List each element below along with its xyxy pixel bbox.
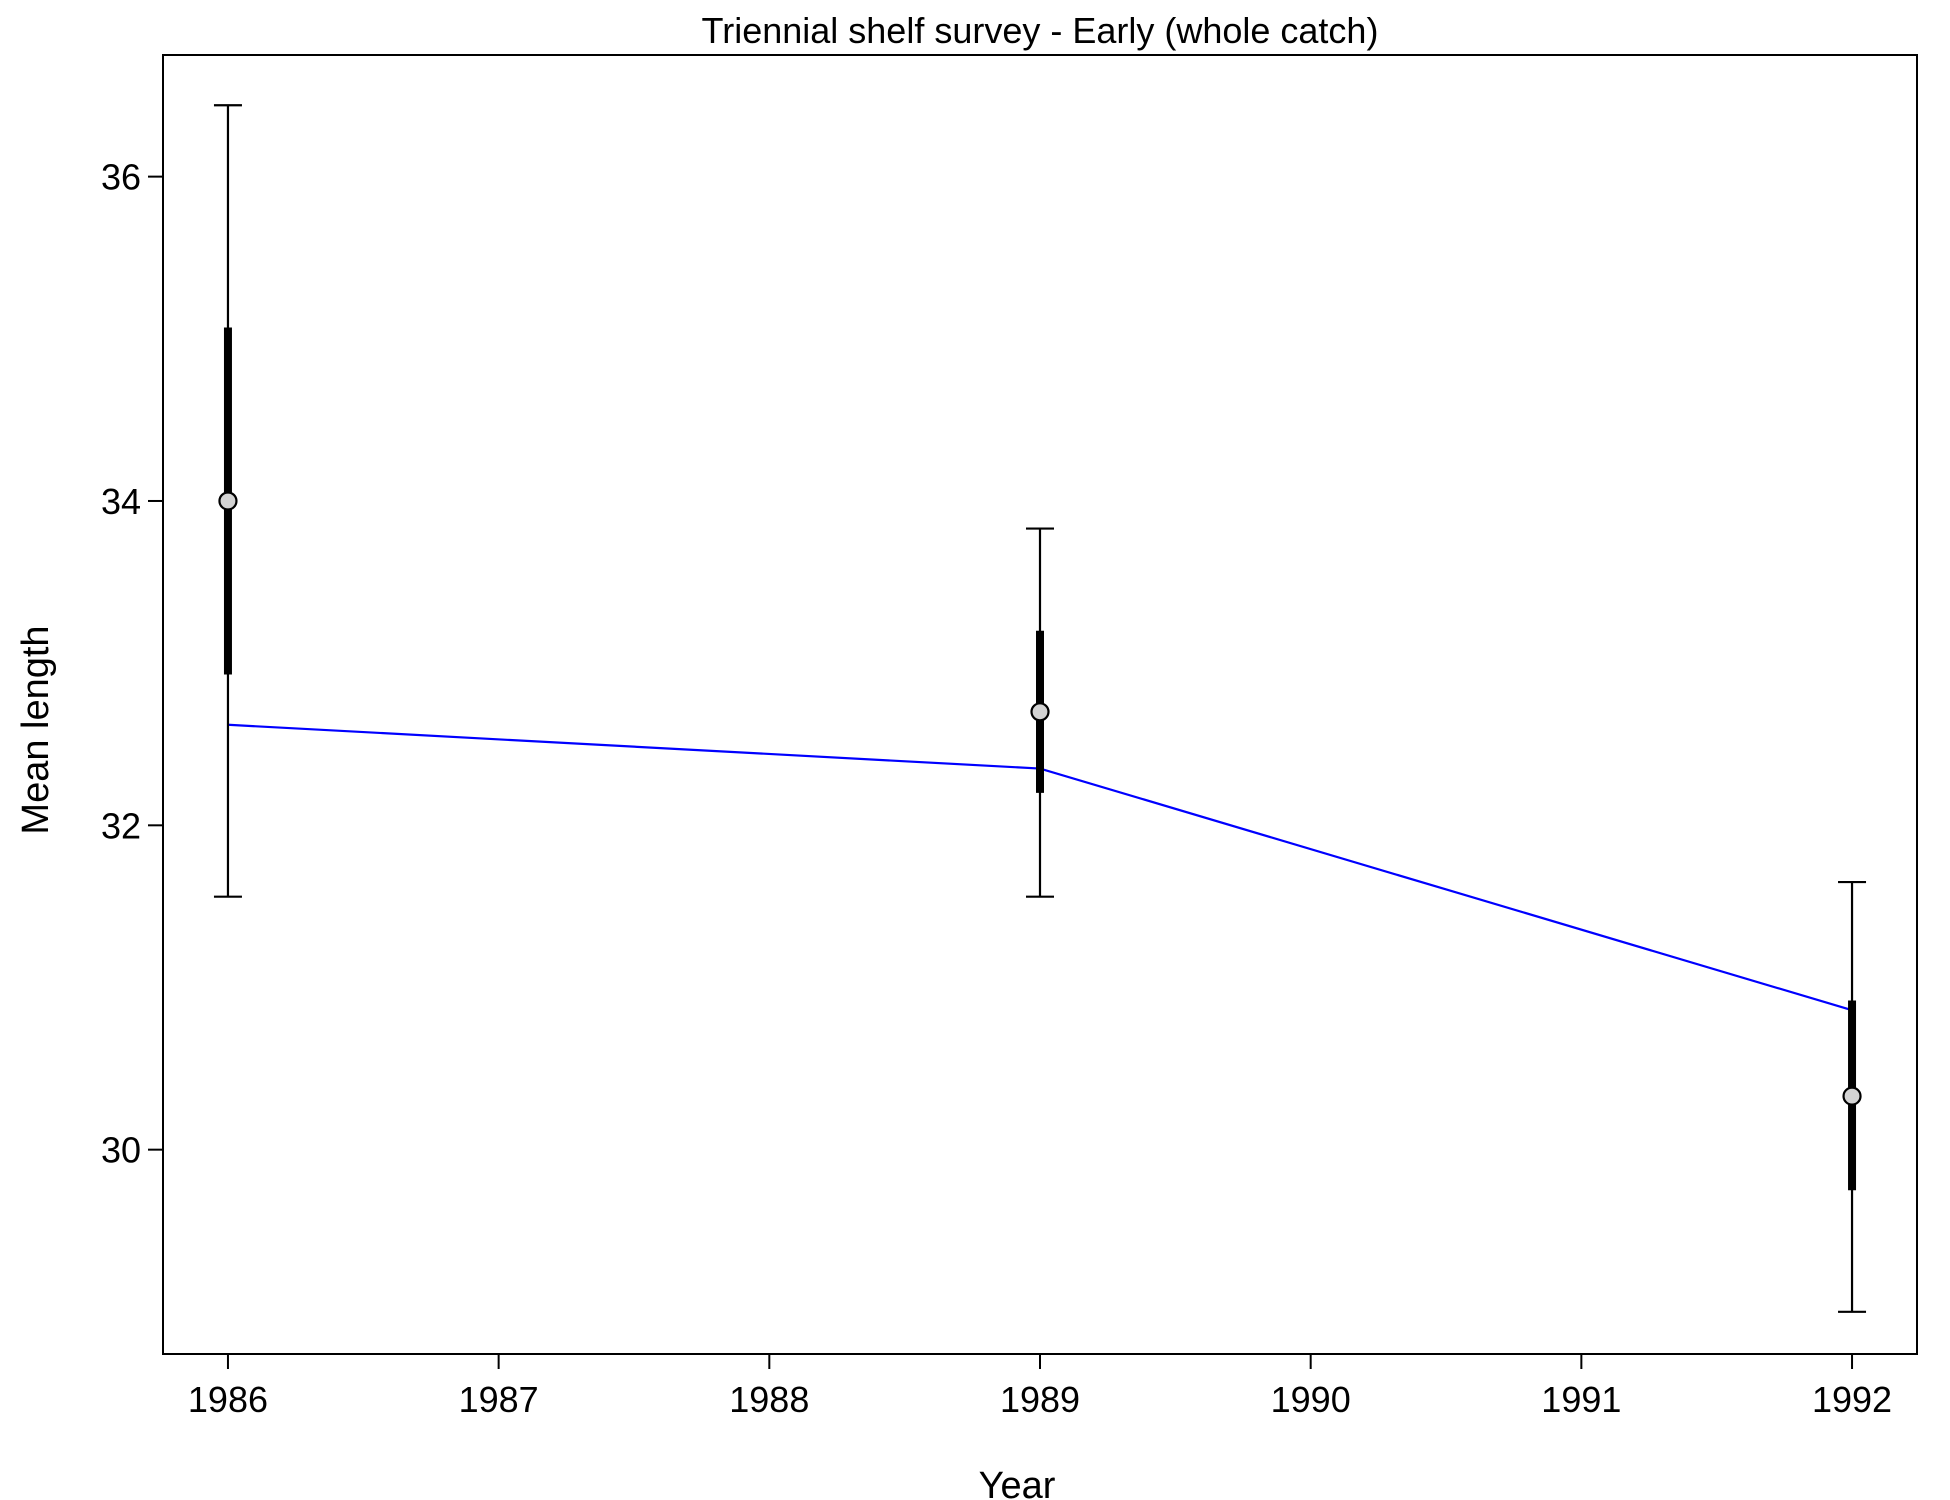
- observed-point-1989: [1030, 702, 1050, 722]
- x-tick-label-1986: 1986: [188, 1379, 268, 1420]
- y-axis-label: Mean length: [15, 625, 57, 834]
- chart-title: Triennial shelf survey - Early (whole ca…: [702, 10, 1379, 51]
- x-tick-label-1991: 1991: [1541, 1379, 1621, 1420]
- y-tick-label-30: 30: [101, 1130, 141, 1171]
- observed-point-1986: [218, 491, 238, 511]
- y-tick-label-34: 34: [101, 481, 141, 522]
- observed-points: [213, 104, 1867, 1313]
- x-tick-label-1987: 1987: [459, 1379, 539, 1420]
- x-tick-label-1988: 1988: [729, 1379, 809, 1420]
- y-tick-label-36: 36: [101, 157, 141, 198]
- x-axis-label: Year: [979, 1465, 1056, 1500]
- y-axis: 30 32 34 36: [101, 157, 163, 1171]
- x-tick-label-1989: 1989: [1000, 1379, 1080, 1420]
- x-tick-label-1990: 1990: [1271, 1379, 1351, 1420]
- x-tick-label-1992: 1992: [1812, 1379, 1892, 1420]
- x-axis: 1986 1987 1988 1989 1990 1991 1992: [188, 1354, 1892, 1420]
- observed-point-1992: [1842, 1086, 1862, 1106]
- y-tick-label-32: 32: [101, 805, 141, 846]
